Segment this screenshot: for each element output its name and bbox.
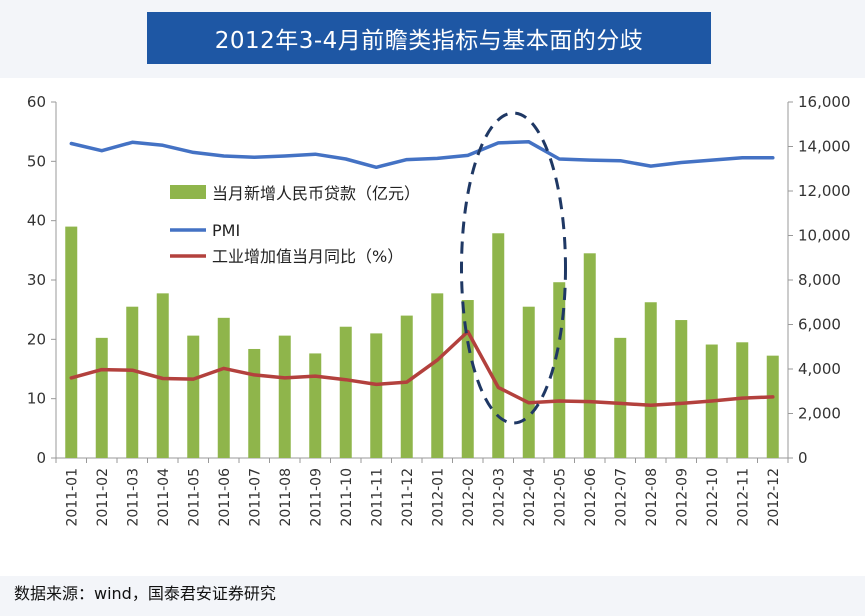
bar-new-rmb-loans <box>217 317 230 458</box>
right-axis-tick-label: 10,000 <box>798 227 851 245</box>
bar-new-rmb-loans <box>156 293 169 458</box>
source-note: 数据来源：wind，国泰君安证券研究 <box>14 584 276 603</box>
left-axis-tick-label: 10 <box>27 390 46 408</box>
x-axis-tick-label: 2011-08 <box>278 468 294 527</box>
x-axis-tick-label: 2012-02 <box>461 468 477 527</box>
x-axis-tick-label: 2011-11 <box>369 468 385 527</box>
left-axis-tick-label: 20 <box>27 330 46 348</box>
bar-new-rmb-loans <box>400 315 413 458</box>
x-axis-tick-label: 2011-04 <box>156 468 172 527</box>
legend-label: 工业增加值当月同比（%） <box>212 247 403 266</box>
bar-new-rmb-loans <box>644 302 657 458</box>
right-axis-tick-label: 14,000 <box>798 138 851 156</box>
right-axis-tick-label: 8,000 <box>798 271 841 289</box>
legend-swatch-loans <box>170 185 206 199</box>
highlight-ellipse <box>460 111 567 425</box>
x-axis-tick-label: 2011-03 <box>125 468 141 527</box>
legend-label: PMI <box>212 221 240 240</box>
x-axis-tick-label: 2011-02 <box>95 468 111 527</box>
x-axis-tick-label: 2011-09 <box>308 468 324 527</box>
right-axis-tick-label: 0 <box>798 449 808 467</box>
legend-label: 当月新增人民币贷款（亿元） <box>212 184 420 203</box>
left-axis-tick-label: 60 <box>27 93 46 111</box>
x-axis-tick-label: 2011-06 <box>217 468 233 527</box>
x-axis-tick-label: 2011-12 <box>400 468 416 527</box>
x-axis-tick-label: 2012-10 <box>705 468 721 527</box>
x-axis-tick-label: 2012-01 <box>430 468 446 527</box>
left-axis-tick-label: 40 <box>27 212 46 230</box>
bar-new-rmb-loans <box>614 337 627 458</box>
x-axis-tick-label: 2012-03 <box>491 468 507 527</box>
left-axis-tick-label: 50 <box>27 152 46 170</box>
x-axis-tick-label: 2012-08 <box>644 468 660 527</box>
bar-new-rmb-loans <box>278 335 291 458</box>
bar-new-rmb-loans <box>370 333 383 458</box>
x-axis-tick-label: 2012-05 <box>552 468 568 527</box>
right-axis-tick-label: 16,000 <box>798 93 851 111</box>
x-axis-tick-label: 2012-07 <box>613 468 629 527</box>
bar-new-rmb-loans <box>309 353 322 458</box>
x-axis-tick-label: 2012-09 <box>674 468 690 527</box>
line-industrial-output <box>69 329 775 407</box>
right-axis-tick-label: 6,000 <box>798 316 841 334</box>
bar-new-rmb-loans <box>766 355 779 458</box>
line-pmi <box>69 140 775 170</box>
chart-panel: 0 10 20 30 40 50 60 0 2,000 4,000 6,000 8,000 10,000… <box>0 78 865 576</box>
left-axis-tick-label: 0 <box>36 449 46 467</box>
bar-new-rmb-loans <box>65 226 78 458</box>
bar-new-rmb-loans <box>431 293 444 458</box>
x-axis-tick-label: 2012-04 <box>522 468 538 527</box>
bar-new-rmb-loans <box>187 335 200 458</box>
page-title: 2012年3-4月前瞻类指标与基本面的分歧 <box>147 12 711 64</box>
right-axis-tick-label: 4,000 <box>798 360 841 378</box>
bar-new-rmb-loans <box>675 320 688 458</box>
x-axis-tick-label: 2012-12 <box>766 468 782 527</box>
bar-new-rmb-loans <box>339 326 352 458</box>
x-axis-tick-label: 2012-06 <box>583 468 599 527</box>
x-axis-tick-label: 2011-10 <box>339 468 355 527</box>
left-axis-tick-label: 30 <box>27 271 46 289</box>
bar-new-rmb-loans <box>736 342 749 458</box>
bar-new-rmb-loans <box>248 348 261 458</box>
combo-chart: 0 10 20 30 40 50 60 0 2,000 4,000 6,000 8,000 10,000… <box>27 93 851 527</box>
bar-new-rmb-loans <box>492 233 505 458</box>
bar-new-rmb-loans <box>522 306 535 458</box>
right-axis-tick-label: 12,000 <box>798 182 851 200</box>
x-axis-tick-label: 2011-05 <box>186 468 202 527</box>
x-axis-tick-label: 2011-01 <box>64 468 80 527</box>
bar-new-rmb-loans <box>95 337 108 458</box>
right-axis-tick-label: 2,000 <box>798 405 841 423</box>
bar-new-rmb-loans <box>583 253 596 458</box>
bar-new-rmb-loans <box>553 282 566 458</box>
x-axis-tick-label: 2011-07 <box>247 468 263 527</box>
bar-new-rmb-loans <box>126 306 139 458</box>
x-axis-tick-label: 2012-11 <box>735 468 751 527</box>
